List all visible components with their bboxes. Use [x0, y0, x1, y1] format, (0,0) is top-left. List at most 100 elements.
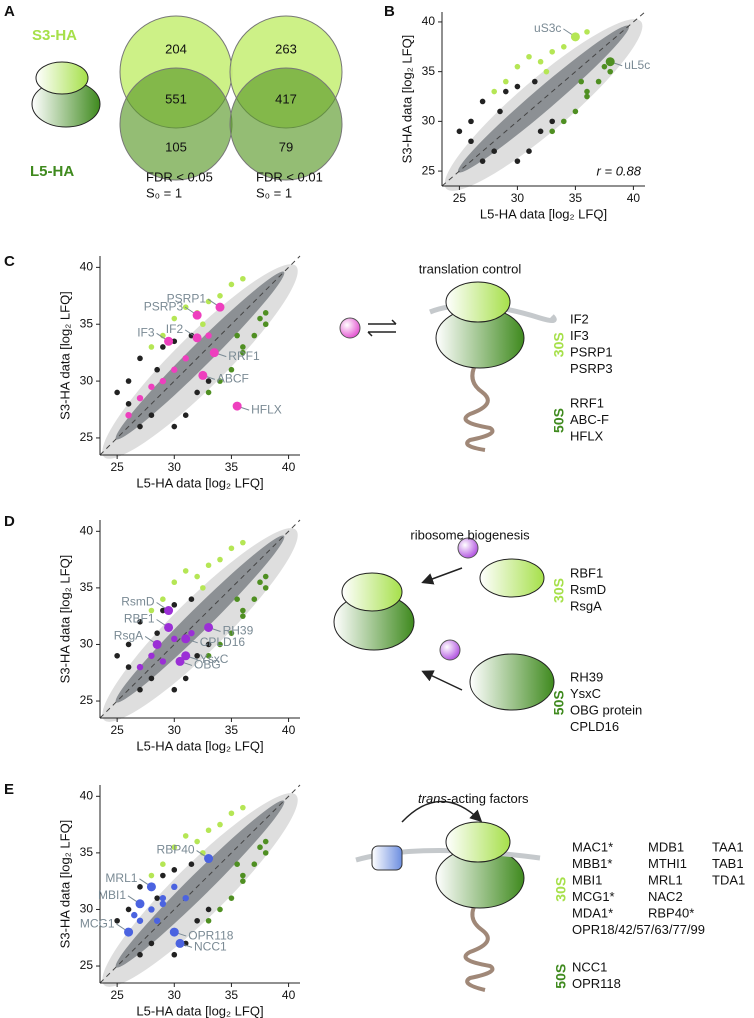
point: [136, 663, 144, 671]
venn-count: 105: [165, 139, 187, 154]
x-tick-label: 25: [453, 191, 467, 205]
point: [114, 917, 120, 924]
point: [125, 401, 132, 407]
labeled-point: [146, 882, 156, 892]
factor: NCC1: [572, 959, 607, 974]
point-label: ABCF: [217, 372, 249, 386]
panel-letter: C: [4, 253, 15, 270]
subunit-tag: 30S: [551, 332, 567, 357]
point: [171, 686, 178, 693]
labeled-point: [124, 927, 134, 937]
point-label: uL5c: [624, 58, 650, 72]
point: [251, 861, 258, 867]
y-tick-label: 30: [80, 373, 94, 387]
point: [537, 58, 544, 65]
s0-label: S₀ = 1: [256, 185, 292, 200]
point: [137, 423, 143, 430]
factor: MDA1*: [572, 905, 613, 920]
point: [171, 338, 178, 345]
point: [182, 833, 189, 839]
schematic-title: translation control: [419, 261, 522, 276]
point: [532, 78, 538, 85]
point: [251, 332, 258, 339]
point: [514, 158, 521, 164]
point: [131, 911, 138, 919]
label-s3: S3-HA: [32, 27, 77, 44]
point: [114, 652, 120, 659]
subunit-tag: 50S: [553, 964, 569, 989]
x-axis-title: L5-HA data [log₂ LFQ]: [136, 475, 263, 490]
x-tick-label: 30: [168, 988, 182, 1002]
x-tick-label: 30: [168, 723, 182, 737]
point: [200, 321, 206, 328]
labeled-point: [204, 622, 214, 632]
point-label: NCC1: [194, 940, 227, 954]
point: [159, 900, 167, 907]
schematic-title: ribosome biogenesis: [410, 527, 530, 542]
point: [468, 138, 474, 145]
labeled-point: [192, 333, 202, 343]
labeled-point: [175, 656, 185, 666]
point: [234, 596, 240, 602]
ribosome-icon: [31, 61, 101, 128]
point: [205, 389, 212, 396]
point: [137, 884, 143, 890]
point: [200, 585, 206, 591]
point: [205, 332, 212, 339]
labeled-point: [232, 401, 242, 411]
x-tick-label: 35: [225, 988, 239, 1002]
point-label: RsgA: [114, 629, 143, 643]
point: [262, 850, 269, 856]
point: [491, 148, 498, 154]
point: [543, 68, 550, 75]
point: [205, 906, 212, 913]
point: [182, 412, 189, 419]
factor: ABC-F: [570, 412, 609, 427]
y-tick-label: 30: [80, 637, 94, 651]
x-tick-label: 40: [282, 460, 296, 474]
point: [240, 872, 246, 879]
biogenesis-schematic: [333, 537, 555, 711]
y-tick-label: 30: [422, 114, 436, 128]
diagonal: [99, 255, 301, 456]
point: [125, 664, 132, 670]
diagonal: [99, 784, 301, 984]
point: [228, 545, 235, 552]
point: [171, 315, 178, 322]
point: [234, 861, 240, 867]
point: [137, 619, 143, 625]
factor: MTHI1: [648, 856, 687, 871]
y-tick-label: 25: [80, 693, 94, 707]
point: [125, 906, 132, 913]
panel-letter: B: [384, 3, 395, 20]
y-tick-label: 35: [80, 316, 94, 330]
point: [561, 118, 567, 125]
venn-l5: [229, 67, 343, 181]
point: [114, 389, 120, 396]
point: [549, 118, 555, 125]
labeled-point: [135, 899, 145, 909]
point: [171, 883, 178, 891]
point: [148, 383, 155, 390]
point: [217, 293, 223, 299]
factor: TAB1: [712, 856, 744, 871]
point: [194, 389, 200, 396]
point: [601, 63, 608, 70]
labeled-point: [215, 302, 225, 312]
factor: YsxC: [570, 686, 601, 701]
x-tick-label: 40: [282, 988, 296, 1002]
factor: IF3: [570, 328, 589, 343]
point: [228, 630, 235, 636]
point: [228, 810, 235, 817]
point: [497, 108, 503, 115]
point-label: RBF1: [124, 612, 155, 626]
point: [160, 872, 166, 879]
point: [182, 675, 189, 682]
point: [217, 821, 223, 828]
y-tick-label: 35: [80, 845, 94, 859]
point: [228, 281, 235, 288]
labeled-point: [204, 854, 214, 864]
factor: OPR118: [572, 976, 621, 991]
x-tick-label: 35: [569, 191, 583, 205]
venn-l5: [119, 67, 233, 181]
